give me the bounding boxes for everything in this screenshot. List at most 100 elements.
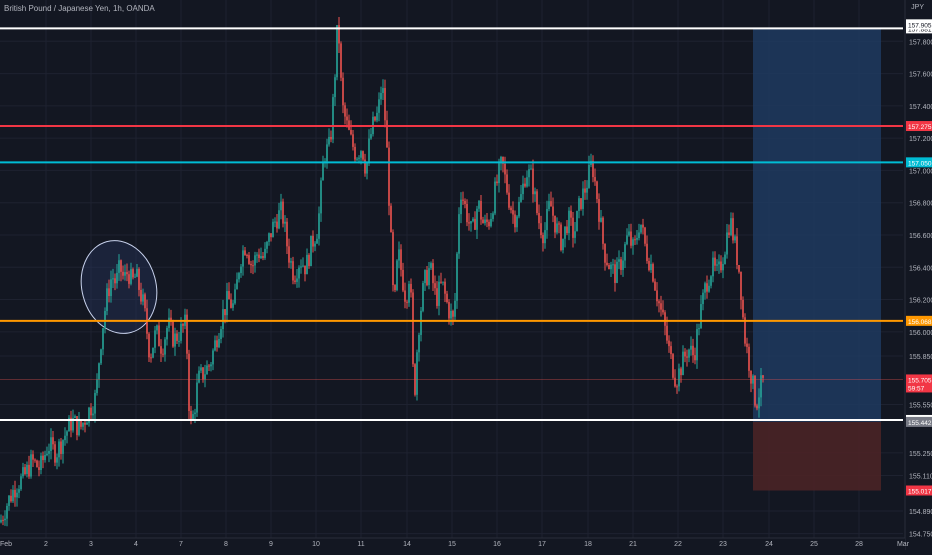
candle-up (610, 264, 612, 270)
extra-price-tag (906, 416, 932, 427)
candles (0, 17, 764, 527)
candle-down (14, 489, 16, 498)
candle-up (696, 329, 698, 361)
highlight-ellipse[interactable] (71, 232, 167, 342)
candle-down (602, 217, 604, 244)
date-tick-label: Mar (897, 541, 910, 548)
candle-up (636, 238, 638, 240)
candle-down (762, 375, 764, 378)
candle-up (58, 441, 60, 458)
candle-up (356, 158, 358, 160)
candle-up (460, 199, 462, 215)
candle-up (62, 440, 64, 454)
candle-down (496, 181, 498, 184)
candle-up (358, 157, 360, 159)
candle-down (444, 281, 446, 294)
candle-up (612, 264, 614, 266)
candle-down (364, 159, 366, 174)
candle-up (518, 201, 520, 217)
candle-down (680, 368, 682, 376)
candle-up (456, 253, 458, 301)
candle-up (530, 168, 532, 170)
candle-up (266, 241, 268, 249)
candle-down (262, 256, 264, 258)
candle-up (232, 303, 234, 308)
candle-up (30, 454, 32, 477)
candle-up (470, 221, 472, 224)
candle-up (600, 217, 602, 222)
candle-up (380, 92, 382, 100)
candle-down (414, 364, 416, 395)
candle-up (136, 268, 138, 277)
candle-down (580, 198, 582, 209)
candle-up (616, 261, 618, 283)
candle-down (756, 405, 758, 409)
candle-up (574, 231, 576, 238)
candle-down (614, 264, 616, 283)
price-tick-label: 156.800 (909, 201, 932, 208)
candle-up (516, 216, 518, 228)
candle-down (486, 219, 488, 222)
date-tick-label: 15 (448, 541, 456, 548)
candle-up (152, 347, 154, 358)
candle-up (704, 283, 706, 293)
candle-down (246, 255, 248, 257)
candle-down (572, 217, 574, 238)
candle-down (60, 441, 62, 454)
candle-up (316, 238, 318, 244)
candle-down (244, 250, 246, 256)
candle-down (664, 312, 666, 326)
candle-up (568, 210, 570, 234)
candle-down (38, 467, 40, 471)
candle-up (370, 134, 372, 139)
current-price-label: 155.705 (908, 377, 932, 384)
candle-down (402, 269, 404, 291)
candle-up (500, 156, 502, 164)
candle-up (174, 333, 176, 347)
candle-down (392, 232, 394, 286)
candle-up (582, 188, 584, 209)
candle-down (158, 325, 160, 347)
price-tick-label: 157.400 (909, 104, 932, 111)
candle-down (552, 206, 554, 216)
candle-down (252, 265, 254, 267)
candle-up (424, 270, 426, 284)
candle-up (222, 309, 224, 330)
candle-down (642, 224, 644, 228)
price-tick-label: 157.800 (909, 39, 932, 46)
price-tick-label: 156.400 (909, 265, 932, 272)
candle-up (454, 300, 456, 317)
candle-up (712, 257, 714, 277)
date-tick-label: 25 (810, 541, 818, 548)
candle-up (112, 278, 114, 280)
candle-up (758, 397, 760, 409)
candle-down (330, 136, 332, 140)
candle-up (20, 476, 22, 490)
date-tick-label: 24 (765, 541, 773, 548)
candle-down (684, 351, 686, 357)
position-box[interactable] (753, 28, 881, 491)
candle-down (188, 353, 190, 411)
extra-price-tag (906, 19, 932, 30)
candle-down (512, 210, 514, 215)
candle-down (386, 120, 388, 148)
candle-up (588, 164, 590, 188)
horizontal-levels[interactable] (0, 27, 903, 421)
candle-down (676, 386, 678, 388)
price-axis[interactable]: 157.800 157.600 157.400 157.200 157.000 156.8… (904, 0, 932, 550)
date-tick-label: 4 (134, 541, 138, 548)
date-tick-label: 23 (719, 541, 727, 548)
candle-down (34, 459, 36, 461)
candle-down (346, 116, 348, 121)
candle-down (208, 365, 210, 367)
date-axis[interactable]: Feb 2 3 4 7 8 9 10 11 14 15 16 17 18 21 22 23 24 25 28 Mar (0, 537, 910, 550)
candle-down (248, 255, 250, 264)
candle-down (276, 221, 278, 229)
candle-up (210, 364, 212, 367)
candle-down (342, 77, 344, 106)
candle-up (168, 317, 170, 328)
date-tick-label: 18 (584, 541, 592, 548)
candle-down (502, 156, 504, 164)
